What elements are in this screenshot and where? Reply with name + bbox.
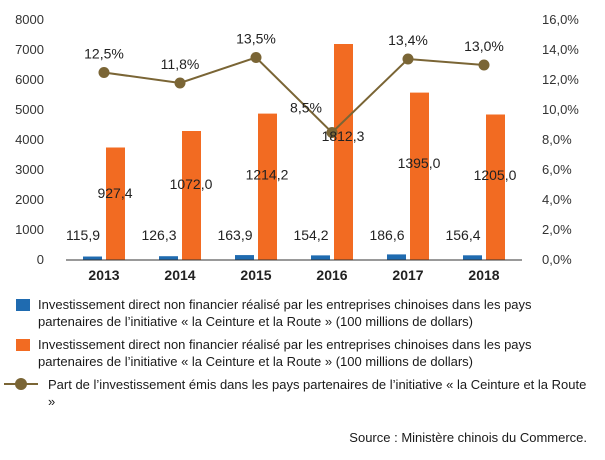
chart: 0 1000 2000 3000 4000 5000 6000 7000 8000 0,0% 2,0… bbox=[15, 12, 579, 283]
data-label-line: 13,4% bbox=[388, 32, 428, 48]
data-label-blue: 126,3 bbox=[141, 227, 176, 243]
data-label-orange: 1395,0 bbox=[398, 155, 441, 171]
source-note: Source : Ministère chinois du Commerce. bbox=[349, 430, 587, 445]
data-label-line: 11,8% bbox=[161, 56, 200, 72]
bar-blue bbox=[83, 256, 102, 260]
x-tick-label: 2014 bbox=[164, 267, 195, 283]
legend-label-blue: Investissement direct non financier réal… bbox=[38, 297, 532, 329]
line-point bbox=[402, 53, 414, 65]
y-left-tick-label: 8000 bbox=[15, 12, 44, 27]
y-right-tick-label: 0,0% bbox=[542, 252, 572, 267]
legend-swatch-orange bbox=[16, 339, 30, 351]
y-left-tick-label: 2000 bbox=[15, 192, 44, 207]
legend-label-orange: Investissement direct non financier réal… bbox=[38, 337, 532, 369]
y-left-tick-label: 7000 bbox=[15, 42, 44, 57]
legend-label-line: Part de l’investissement émis dans les p… bbox=[48, 377, 587, 409]
data-label-orange: 1214,2 bbox=[246, 166, 289, 182]
legend-item-orange: Investissement direct non financier réal… bbox=[12, 336, 597, 370]
y-right-tick-label: 6,0% bbox=[542, 162, 572, 177]
bar-orange bbox=[486, 114, 505, 260]
x-tick-label: 2015 bbox=[240, 267, 271, 283]
bar-blue bbox=[235, 255, 254, 260]
legend-item-line: Part de l’investissement émis dans les p… bbox=[4, 376, 597, 410]
bar-blue bbox=[159, 256, 178, 260]
data-label-blue: 154,2 bbox=[293, 227, 328, 243]
line-point bbox=[326, 127, 338, 138]
line-point bbox=[174, 77, 186, 89]
bar-orange bbox=[410, 92, 429, 260]
y-right-tick-label: 14,0% bbox=[542, 42, 579, 57]
legend-line-marker bbox=[4, 378, 38, 390]
y-right-tick-label: 2,0% bbox=[542, 222, 572, 237]
x-tick-label: 2018 bbox=[468, 267, 499, 283]
legend-swatch-blue bbox=[16, 299, 30, 311]
data-label-blue: 163,9 bbox=[217, 227, 252, 243]
bar-orange bbox=[182, 131, 201, 260]
bar-orange bbox=[258, 113, 277, 260]
y-left-tick-label: 6000 bbox=[15, 72, 44, 87]
bar-blue bbox=[311, 255, 330, 260]
y-right-tick-label: 8,0% bbox=[542, 132, 572, 147]
y-left-tick-label: 4000 bbox=[15, 132, 44, 147]
bar-blue bbox=[387, 254, 406, 260]
data-label-blue: 156,4 bbox=[445, 227, 480, 243]
x-tick-label: 2016 bbox=[316, 267, 347, 283]
legend-item-blue: Investissement direct non financier réal… bbox=[12, 296, 597, 330]
bar-orange bbox=[106, 147, 125, 260]
data-label-orange: 1205,0 bbox=[474, 167, 517, 183]
y-left-tick-label: 3000 bbox=[15, 162, 44, 177]
bar-blue bbox=[463, 255, 482, 260]
y-right-tick-label: 4,0% bbox=[542, 192, 572, 207]
legend: Investissement direct non financier réal… bbox=[4, 296, 597, 416]
data-label-line: 13,0% bbox=[464, 38, 504, 54]
data-label-line: 8,5% bbox=[290, 100, 322, 116]
y-right-tick-label: 16,0% bbox=[542, 12, 579, 27]
data-label-blue: 115,9 bbox=[66, 227, 100, 243]
y-right-tick-label: 12,0% bbox=[542, 72, 579, 87]
data-label-line: 13,5% bbox=[236, 31, 276, 47]
data-label-orange: 927,4 bbox=[97, 185, 132, 201]
x-tick-label: 2013 bbox=[88, 267, 119, 283]
line-point bbox=[250, 52, 262, 63]
y-left-tick-label: 0 bbox=[37, 252, 44, 267]
data-label-blue: 186,6 bbox=[369, 227, 404, 243]
data-label-orange: 1812,3 bbox=[322, 128, 365, 144]
bar-orange bbox=[334, 44, 353, 260]
y-left-tick-label: 5000 bbox=[15, 102, 44, 117]
line-point bbox=[478, 59, 490, 71]
data-label-orange: 1072,0 bbox=[170, 176, 213, 192]
y-right-tick-label: 10,0% bbox=[542, 102, 579, 117]
line-point bbox=[98, 67, 110, 78]
y-left-tick-label: 1000 bbox=[15, 222, 44, 237]
x-tick-label: 2017 bbox=[392, 267, 423, 283]
line-series bbox=[103, 56, 485, 134]
data-label-line: 12,5% bbox=[84, 46, 124, 62]
